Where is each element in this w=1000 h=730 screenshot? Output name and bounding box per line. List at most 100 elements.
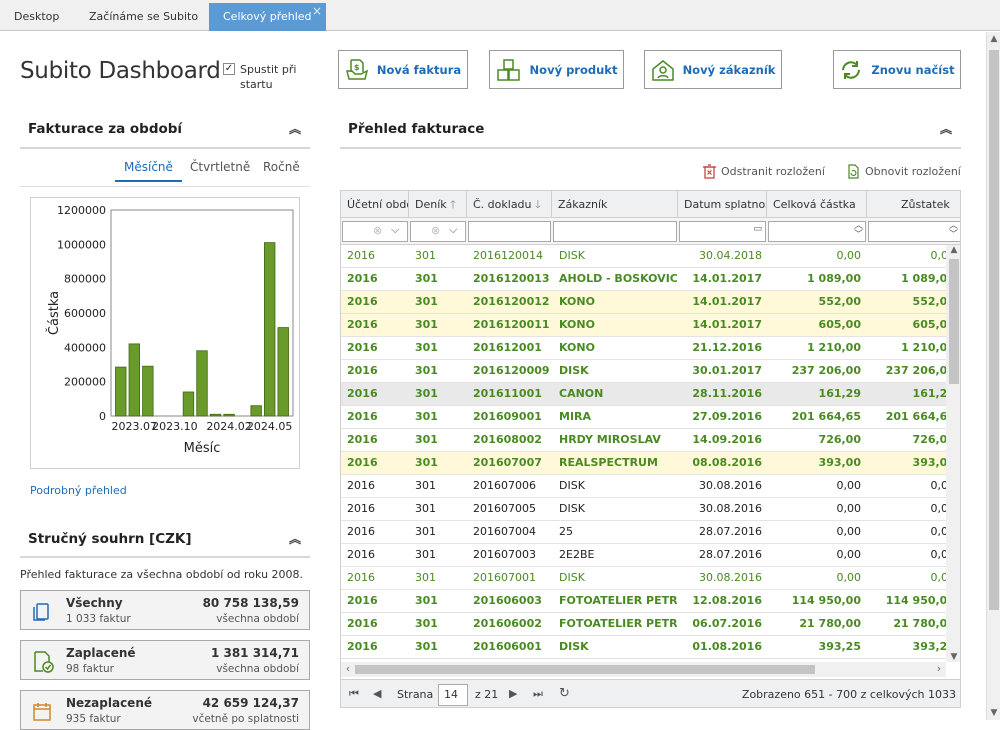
column-header-due-date[interactable]: Datum splatnosti [678,191,767,218]
clear-icon[interactable]: ⊗ [431,224,441,237]
chart-bar [264,242,276,417]
boxes-icon [496,58,520,81]
first-page-icon[interactable]: ⏮ [349,687,359,700]
table-row[interactable]: 2016 301 201607001 DISK 30.08.2016 0,00 0,00 [341,567,955,590]
collapse-chevron-icon[interactable]: ︽ [939,122,952,136]
scrollbar-thumb[interactable] [355,665,815,674]
column-header-total[interactable]: Celková částka [767,191,867,218]
filter-period-input[interactable]: ⊗ ⌵ [342,221,408,242]
table-row[interactable]: 2016 301 2016120013 AHOLD - BOSKOVICE 14.01.… [341,268,955,291]
cell-total: 161,29 [818,387,861,400]
remove-layout-button[interactable]: Odstranit rozložení [703,164,825,179]
chevron-down-icon[interactable]: ⌵ [391,223,400,236]
refresh-icon[interactable]: ↻ [559,686,570,701]
summary-description: Přehled fakturace za všechna období od r… [20,568,304,581]
cell-journal: 301 [415,548,436,561]
new-customer-button[interactable]: Nový zákazník [644,50,782,89]
spin-icon[interactable]: ︿ ﹀ [948,221,958,240]
reload-button[interactable]: Znovu načíst [833,50,961,89]
table-row[interactable]: 2016 301 2016120012 KONO 14.01.2017 552,00 552… [341,291,955,314]
page-input[interactable]: 14 [438,684,468,706]
collapse-chevron-icon[interactable]: ︽ [288,532,301,546]
period-tab-quarterly[interactable]: Čtvrtletně [190,160,251,174]
table-row[interactable]: 2016 301 201607007 REALSPECTRUM 08.08.2016 39… [341,452,955,475]
table-row[interactable]: 2016 301 201612001 KONO 21.12.2016 1 210,00 1 … [341,337,955,360]
summary-card-unpaid[interactable]: Nezaplacené 935 faktur 42 659 124,37 vče… [20,690,310,730]
startup-checkbox[interactable]: ✓ [223,63,235,75]
filter-doc-number-input[interactable] [468,221,551,242]
filter-due-date-input[interactable]: ▭ [679,221,766,242]
cell-customer: CANON [559,387,604,400]
summary-card-paid[interactable]: Zaplacené 98 faktur 1 381 314,71 všechna… [20,640,310,680]
pager-status: Zobrazeno 651 - 700 z celkových 1033 [741,688,956,701]
scrollbar-thumb[interactable] [989,50,999,610]
column-header-balance[interactable]: Zůstatek [901,198,950,211]
restore-layout-label: Obnovit rozložení [865,165,961,178]
column-header-customer[interactable]: Zákazník [552,191,678,218]
invoice-icon: $ [345,58,368,80]
prev-page-icon[interactable]: ◀ [373,687,382,700]
table-row[interactable]: 2016 301 2016120014 DISK 30.04.2018 0,00 0,00 [341,245,955,268]
new-invoice-button[interactable]: $ Nová faktura [338,50,468,89]
summary-section-title: Stručný souhrn [CZK] [28,531,192,547]
table-row[interactable]: 2016 301 201607006 DISK 30.08.2016 0,00 0,00 [341,475,955,498]
scroll-left-icon[interactable]: ‹ [345,662,351,675]
grid-horizontal-scrollbar[interactable]: ‹ › [341,662,946,677]
x-tick-label: 2023.10 [152,420,198,433]
cell-total: 605,00 [818,318,861,331]
calendar-icon[interactable]: ▭ [753,224,762,234]
cell-journal: 301 [415,410,438,423]
detail-link[interactable]: Podrobný přehled [30,484,127,497]
table-row[interactable]: 2016 301 201607005 DISK 30.08.2016 0,00 0,00 [341,498,955,521]
table-row[interactable]: 2016 301 201611001 CANON 28.11.2016 161,29 161… [341,383,955,406]
table-row[interactable]: 2016 301 201607004 25 28.07.2016 0,00 0,00 [341,521,955,544]
table-row[interactable]: 2016 301 201609001 MIRA 27.09.2016 201 664,65… [341,406,955,429]
cell-journal: 301 [415,295,438,308]
page-vertical-scrollbar[interactable]: ▲ ▼ [986,32,1000,720]
clear-icon[interactable]: ⊗ [373,224,383,237]
table-row[interactable]: 2016 301 201607003 2E2BE 28.07.2016 0,00 0,00 [341,544,955,567]
filter-journal-input[interactable]: ⊗ ⌵ [410,221,466,242]
period-tab-monthly[interactable]: Měsíčně [115,160,182,182]
next-page-icon[interactable]: ▶ [509,687,518,700]
table-row[interactable]: 2016 301 201606003 FOTOATELIER PETRA 12.08.2… [341,590,955,613]
scroll-down-icon[interactable]: ▼ [950,652,958,662]
column-header-period[interactable]: Účetní období [341,191,409,218]
scroll-up-icon[interactable]: ▲ [950,245,958,255]
table-row[interactable]: 2016 301 201606001 DISK 01.08.2016 393,25 393,… [341,636,955,659]
spin-icon[interactable]: ︿ ﹀ [853,221,863,240]
scrollbar-thumb[interactable] [949,259,959,384]
collapse-chevron-icon[interactable]: ︽ [288,122,301,136]
cell-customer: DISK [559,640,589,653]
filter-total-input[interactable]: ︿ ﹀ [768,221,866,242]
cell-customer: KONO [559,295,595,308]
tab-celkovy-prehled[interactable]: Celkový přehled × [209,3,326,31]
card-count: 935 faktur [66,713,121,725]
close-icon[interactable]: × [311,4,322,18]
period-tab-yearly[interactable]: Ročně [263,160,300,174]
column-header-doc-number[interactable]: Č. dokladu 🡓 [467,191,552,218]
table-row[interactable]: 2016 301 201608002 HRDY MIROSLAV 14.09.2016 7… [341,429,955,452]
tab-zaciname[interactable]: Začínáme se Subito [89,10,199,23]
last-page-icon[interactable]: ⏭ [533,687,543,700]
table-row[interactable]: 2016 301 2016120011 KONO 14.01.2017 605,00 605… [341,314,955,337]
scroll-right-icon[interactable]: › [936,662,942,675]
filter-customer-input[interactable] [553,221,677,242]
new-product-button[interactable]: Nový produkt [489,50,624,89]
summary-card-all[interactable]: Všechny 1 033 faktur 80 758 138,59 všech… [20,590,310,630]
chevron-down-icon[interactable]: ⌵ [449,223,458,236]
filter-balance-input[interactable]: ︿ ﹀ [868,221,960,242]
tab-desktop[interactable]: Desktop [14,10,60,23]
cell-customer: KONO [559,341,595,354]
table-row[interactable]: 2016 301 2016120009 DISK 30.01.2017 237 206,0… [341,360,955,383]
restore-layout-button[interactable]: Obnovit rozložení [847,164,961,179]
tab-label: Celkový přehled [223,10,312,23]
cell-total: 0,00 [836,548,862,561]
scroll-up-icon[interactable]: ▲ [990,34,998,44]
grid-vertical-scrollbar[interactable]: ▲ ▼ [946,245,960,662]
scroll-down-icon[interactable]: ▼ [990,708,998,718]
cell-period: 2016 [347,571,375,584]
column-header-journal[interactable]: Deník 🡑 [409,191,467,218]
table-row[interactable]: 2016 301 201606002 FOTOATELIER PETRA 06.07.2… [341,613,955,636]
cell-balance: 201 664,65 [885,410,955,423]
